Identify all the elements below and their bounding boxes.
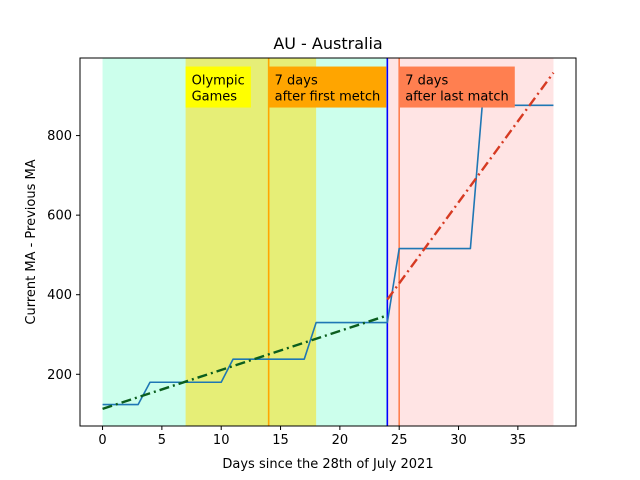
chart-title: AU - Australia [273, 34, 382, 53]
series-line-2 [386, 72, 555, 301]
y-tick-label: 800 [47, 129, 72, 144]
plot-frame [79, 57, 577, 427]
background-spans [102, 58, 554, 426]
x-axis-ticks: 0 5 10 15 20 25 30 35 [98, 426, 526, 448]
annotation-text: 7 days [405, 74, 448, 89]
vertical-lines [267, 58, 400, 426]
series-line-1 [102, 314, 388, 411]
x-tick-label: 30 [450, 433, 467, 448]
span-1 [185, 58, 317, 426]
annotation-box-0 [185, 66, 251, 108]
x-tick-label: 25 [391, 433, 408, 448]
x-tick-label: 0 [98, 433, 106, 448]
y-tick-label: 400 [47, 288, 72, 303]
annotation-text: after first metch [275, 90, 381, 105]
y-axis-label: Current MA - Previous MA [24, 159, 39, 324]
y-axis-ticks: 200 400 600 800 [47, 129, 80, 383]
series-line-0 [102, 104, 554, 406]
annotation-text: Games [192, 90, 238, 105]
annotation-box-1 [268, 66, 387, 108]
x-axis-label: Days since the 28th of July 2021 [222, 457, 433, 472]
x-tick-label: 35 [510, 433, 527, 448]
x-tick-label: 5 [158, 433, 166, 448]
annotation-box-2 [399, 66, 515, 108]
y-tick-label: 600 [47, 209, 72, 224]
annotation-text: Olympic [192, 74, 245, 89]
series-layer [102, 72, 555, 411]
x-tick-label: 15 [272, 433, 289, 448]
annotation-text: 7 days [275, 74, 318, 89]
annotation-text: after last match [405, 90, 509, 105]
y-tick-label: 200 [47, 368, 72, 383]
x-tick-label: 20 [332, 433, 349, 448]
x-tick-label: 10 [213, 433, 230, 448]
